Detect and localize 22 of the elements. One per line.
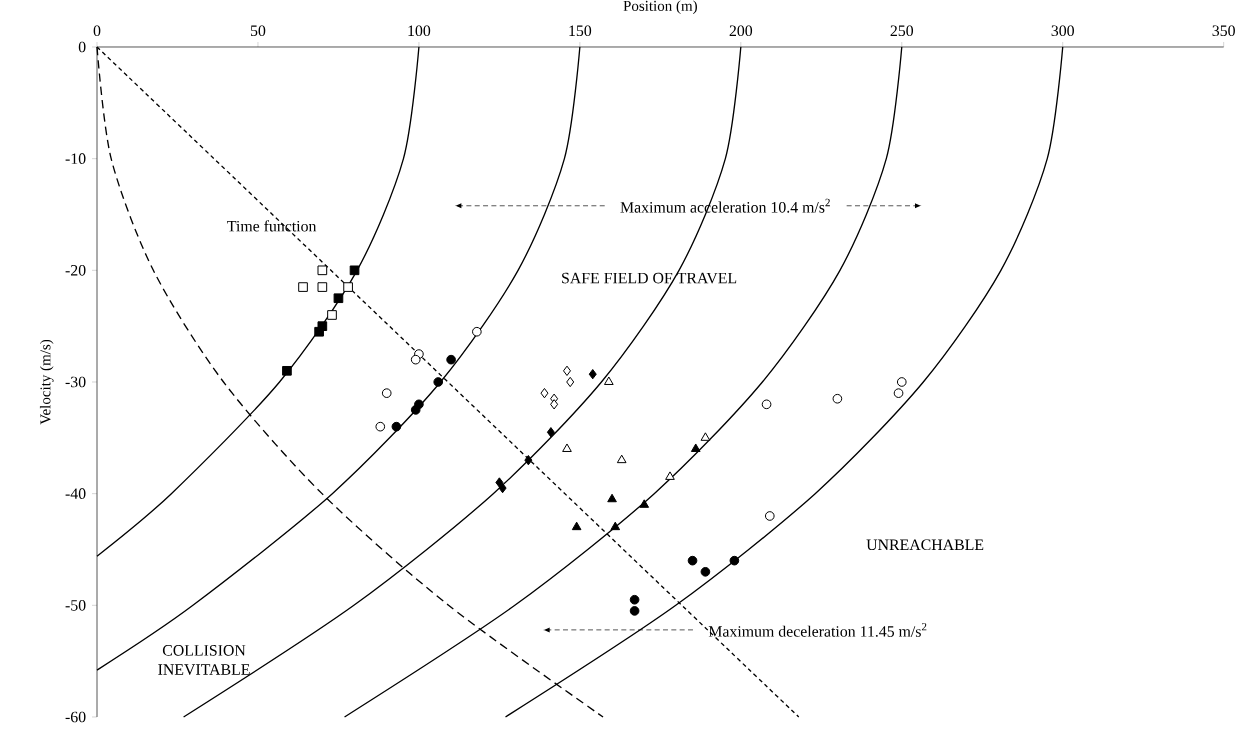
x-tick-label: 350: [1212, 25, 1235, 37]
x-tick-label: 250: [890, 25, 914, 37]
y-tick-label: 0: [78, 41, 86, 53]
annotation: Maximum deceleration 11.45 m/s$^{2}$: [708, 622, 927, 637]
x-tick-label: 150: [569, 25, 592, 37]
annotation: SAFE FIELD OF TRAVEL: [562, 272, 737, 284]
x-tick-label: 100: [408, 25, 431, 37]
annotation: COLLISION INEVITABLE: [158, 645, 250, 675]
x-axis-title: Position (m): [623, 0, 697, 14]
x-tick-label: 0: [93, 25, 101, 37]
y-tick-label: -30: [65, 376, 86, 388]
y-tick-label: -10: [65, 153, 86, 164]
annotation: Time function: [227, 220, 317, 232]
x-tick-label: 50: [250, 25, 266, 37]
y-tick-label: -20: [65, 264, 86, 276]
y-tick-label: -40: [65, 488, 86, 499]
y-tick-label: -50: [65, 599, 86, 611]
y-tick-label: -60: [65, 711, 86, 723]
x-tick-label: 200: [729, 25, 753, 37]
x-tick-label: 300: [1051, 25, 1074, 37]
y-axis-title: Velocity (m/s): [39, 339, 54, 425]
annotation: UNREACHABLE: [866, 539, 984, 551]
